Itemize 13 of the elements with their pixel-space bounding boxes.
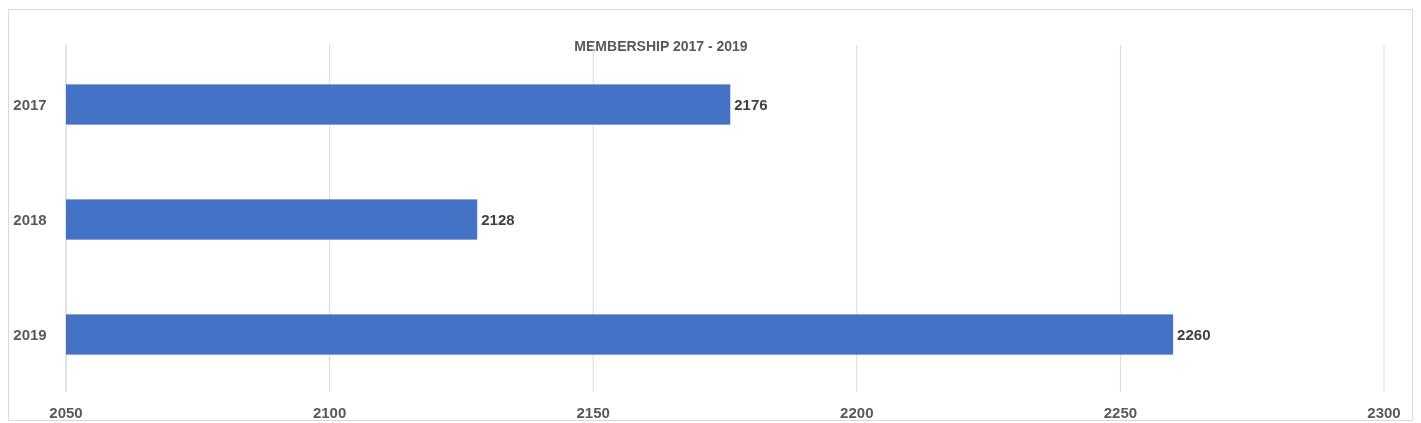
x-tick-label: 2050 [49,404,83,422]
x-tick-label: 2250 [1103,404,1138,422]
x-tick-label: 2300 [1367,404,1401,422]
y-tick-label: 2017 [13,95,47,113]
y-tick-label: 2018 [13,210,47,228]
data-label: 2128 [481,210,515,228]
chart-title: MEMBERSHIP 2017 - 2019 [574,38,748,54]
data-label: 2176 [734,95,768,113]
x-tick-label: 2100 [312,404,347,422]
x-tick-label: 2150 [576,404,610,422]
x-tick-label: 2200 [840,404,874,422]
y-tick-label: 2019 [13,325,47,343]
data-label: 2260 [1177,325,1211,343]
